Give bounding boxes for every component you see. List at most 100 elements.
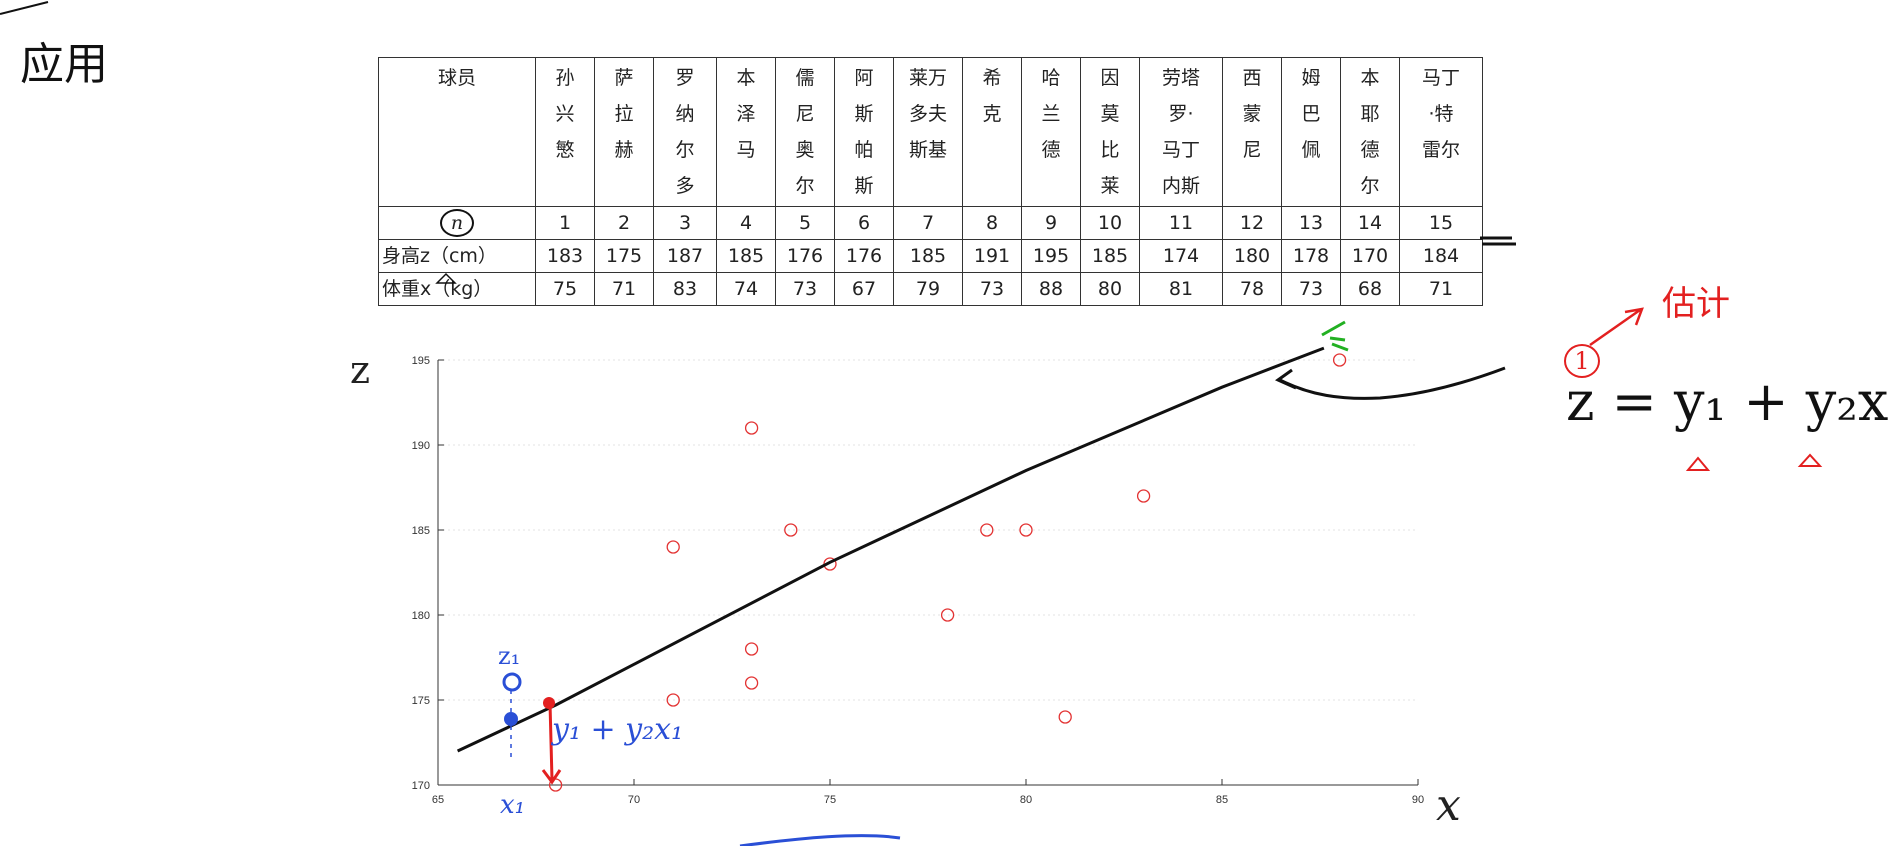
data-point [666,540,680,554]
player-height: 176 [775,239,835,273]
x-tick-label: 75 [824,794,836,806]
data-point [784,523,798,537]
circled-one: 1 [1564,344,1600,378]
x-tick-label: 65 [432,794,444,806]
top-left-stroke [0,1,49,15]
player-weight: 83 [653,272,717,306]
player-weight: 78 [1222,272,1282,306]
header-player-label: 球员 [378,57,536,207]
player-n: 13 [1281,206,1341,240]
player-height: 184 [1399,239,1483,273]
red-estimate-arrow [1589,307,1644,347]
data-point [980,523,994,537]
player-height: 178 [1281,239,1341,273]
player-height: 183 [535,239,595,273]
table-row-names: 球员 孙兴慜 萨拉赫 罗纳尔多 本泽马 儒尼奥尔 阿斯帕斯 莱万多夫斯基 希克 哈兰德 因莫比莱 劳… [378,57,1483,207]
player-name: 罗纳尔多 [653,57,717,207]
player-n: 11 [1139,206,1223,240]
player-name: 希克 [962,57,1022,207]
player-weight: 74 [716,272,776,306]
data-point [940,608,955,622]
data-point [744,642,759,656]
player-n: 8 [962,206,1022,240]
curved-arrow-head [1274,368,1297,390]
y-tick-label: 195 [412,355,430,367]
player-weight: 81 [1139,272,1223,306]
x-tick-label: 90 [1412,794,1424,806]
height-label: 身高z（cm） [378,239,536,273]
n-label-cell: n [378,206,536,240]
player-height: 180 [1222,239,1282,273]
green-highlight-mark [1321,320,1349,352]
player-name-text: 阿斯帕斯 [854,67,874,197]
weight-label: 体重x（kg） [378,272,536,306]
player-name-text: 因莫比莱 [1100,67,1120,197]
player-name-text: 罗纳尔多 [675,67,695,197]
curved-arrow [1279,366,1506,400]
data-point [666,693,680,707]
player-weight: 75 [535,272,595,306]
player-weight: 71 [1399,272,1483,306]
data-point [1332,353,1347,367]
corner-note: 应用 [20,39,108,90]
player-name: 马丁·特雷尔 [1399,57,1483,207]
player-n: 3 [653,206,717,240]
player-weight: 71 [594,272,654,306]
z-axis-letter: z [350,348,371,392]
player-name-text: 孙兴慜 [555,67,575,161]
fitted-value-label: y₁ + y₂x₁ [552,712,684,747]
player-name-text: 劳塔罗·马丁内斯 [1161,67,1200,197]
player-weight: 73 [962,272,1022,306]
data-point [1136,489,1151,503]
y-tick-label: 170 [412,780,430,792]
player-weight: 79 [893,272,963,306]
z1-label: z₁ [498,642,521,670]
player-height: 176 [834,239,894,273]
model-equation: z = y₁ + y₂x [1566,370,1889,433]
player-weight: 73 [1281,272,1341,306]
x-tick-label: 70 [628,794,640,806]
player-name: 劳塔罗·马丁内斯 [1139,57,1223,207]
player-height: 185 [1080,239,1140,273]
fit-line [456,346,1325,753]
player-name-text: 莱万多夫斯基 [908,67,947,161]
player-height: 170 [1340,239,1400,273]
data-point [744,421,759,435]
fitted-red-marker [543,697,555,709]
x-axis-letter: x [1436,780,1461,831]
bottom-blue-stroke [739,834,901,846]
triangle-mark-2 [1797,453,1823,467]
player-weight: 88 [1021,272,1081,306]
player-name-text: 本耶德尔 [1360,67,1380,197]
data-point [1019,523,1033,537]
player-name-text: 哈兰德 [1041,67,1061,161]
x-tick-label: 85 [1216,794,1228,806]
y-tick-label: 175 [412,695,430,707]
estimate-label: 估计 [1662,284,1730,324]
player-height: 185 [893,239,963,273]
x1-label: x₁ [500,790,526,820]
player-n: 6 [834,206,894,240]
player-weight: 68 [1340,272,1400,306]
data-point [744,676,759,690]
player-height: 187 [653,239,717,273]
z1-open-marker [502,672,522,692]
player-name-text: 希克 [982,67,1002,125]
triangle-mark-1 [1685,456,1711,471]
error-arrow [541,702,562,785]
player-name-text: 马丁·特雷尔 [1421,67,1460,161]
player-name: 本泽马 [716,57,776,207]
table-small-triangle [435,272,457,284]
ticks: 170 175 180 185 190 195 65 70 75 80 85 90 [412,355,1424,806]
y-tick-label: 185 [412,525,430,537]
player-name: 莱万多夫斯基 [893,57,963,207]
players-table: 球员 孙兴慜 萨拉赫 罗纳尔多 本泽马 儒尼奥尔 阿斯帕斯 莱万多夫斯基 希克 哈兰德 因莫比莱 劳… [378,57,1483,306]
table-row-weight: 体重x（kg） 75 71 83 74 73 67 79 73 88 80 81 78 73 68 71 [378,272,1483,306]
player-name-text: 西蒙尼 [1242,67,1262,161]
y-tick-label: 190 [412,440,430,452]
x-tick-label: 80 [1020,794,1032,806]
player-name: 萨拉赫 [594,57,654,207]
player-name-text: 本泽马 [736,67,756,161]
data-point [1058,710,1072,724]
